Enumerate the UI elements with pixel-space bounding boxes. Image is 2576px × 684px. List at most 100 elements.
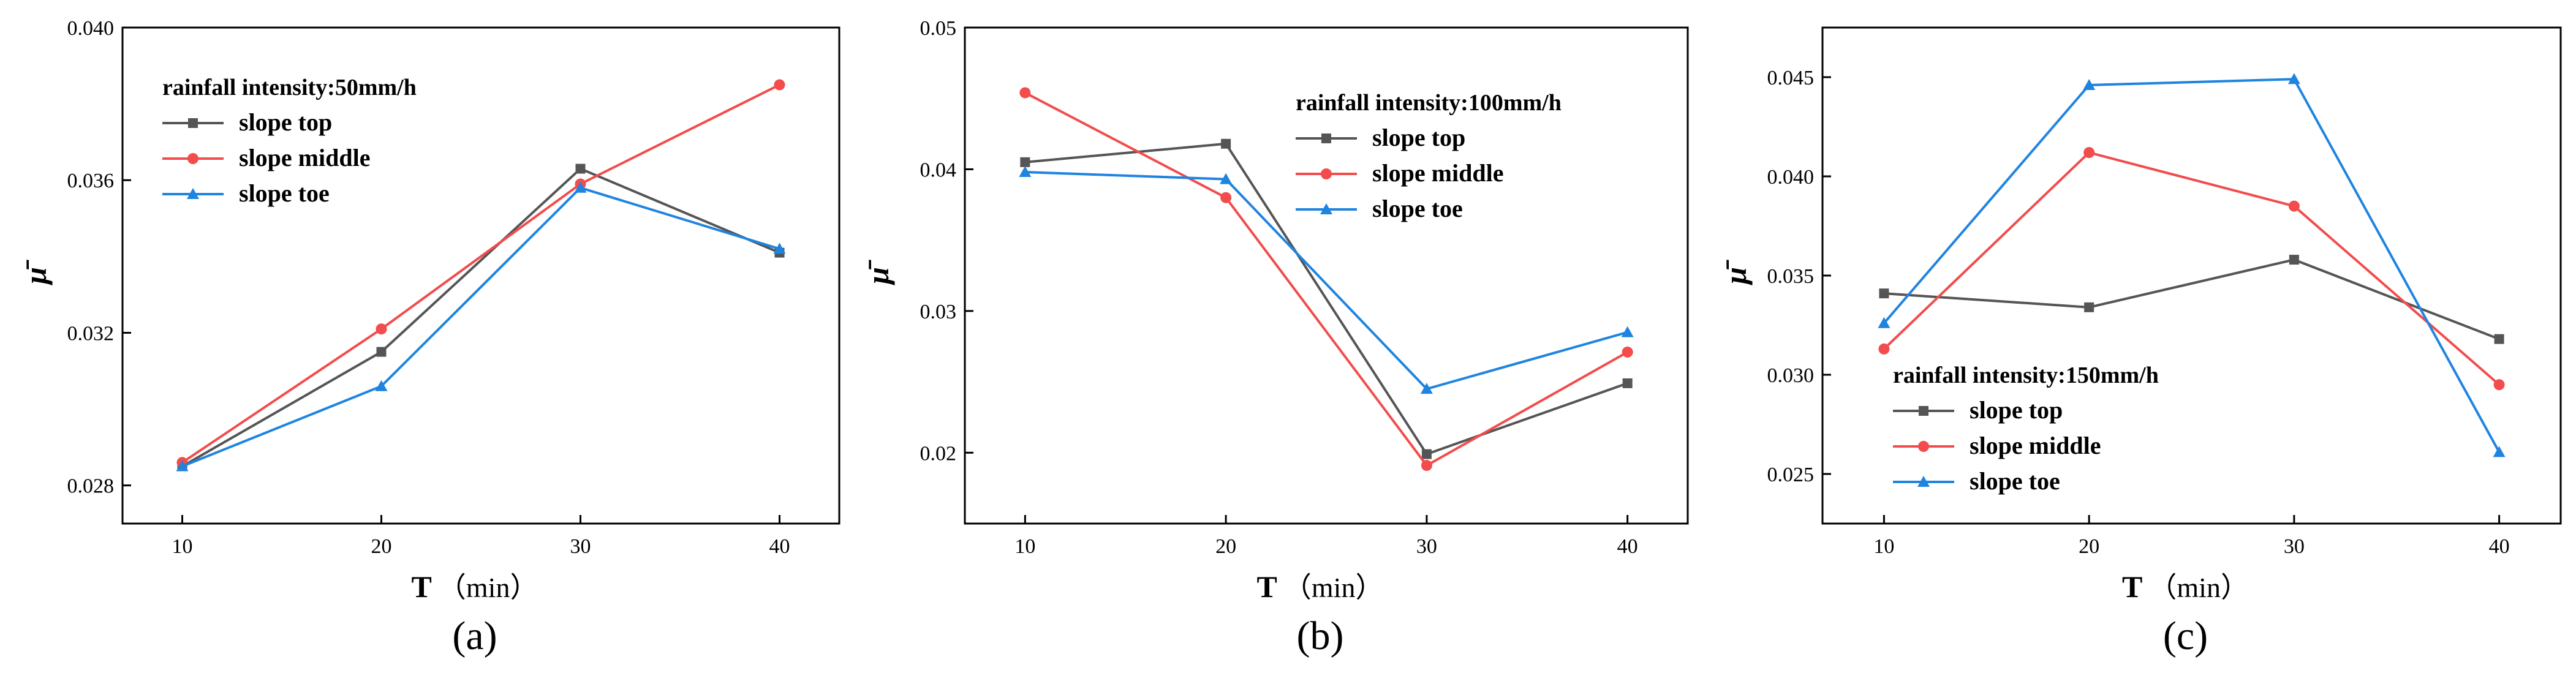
data-point [2493,446,2506,457]
x-tick-label: 30 [1416,535,1437,558]
x-axis-label: T [2122,569,2142,604]
data-point [574,181,587,193]
legend-label: slope toe [1372,195,1463,222]
series-line [1884,258,2500,340]
legend-entry: slope top [1893,396,2063,424]
legend-label: slope middle [239,144,370,171]
series-slope-middle [176,79,785,468]
data-point [2288,200,2300,212]
x-tick-label: 10 [1014,535,1035,558]
y-axis-title: μ̄ [1718,259,1753,286]
legend-label: slope top [1970,396,2063,424]
x-axis-unit: （min） [1283,572,1384,603]
series-slope-middle [1878,147,2505,391]
data-point [1879,288,1889,299]
y-tick-label: 0.035 [1767,265,1815,288]
legend-swatch-marker [1919,406,1928,416]
x-tick-label: 40 [2489,535,2510,558]
legend-entry: slope top [1296,124,1465,151]
legend-entry: slope toe [1893,467,2060,495]
data-point [1878,317,1890,328]
legend-title: rainfall intensity:100mm/h [1296,90,1562,116]
legend-label: slope toe [1970,467,2060,495]
x-axis-label: T [412,569,432,604]
chart-panel-2: 10 20 30 40 0.02 0.03 0.04 0.05 T （min） μ̄ rainfall… [861,17,1689,658]
legend-entry: slope middle [1296,159,1503,187]
series-line [181,167,780,468]
y-tick-label: 0.032 [67,322,115,345]
legend-swatch-marker [188,118,198,128]
x-tick-label: 20 [371,535,392,558]
legend-entry: slope toe [162,179,330,207]
data-point [2083,78,2096,90]
x-axis-title: T （min） [412,569,538,604]
legend-title: rainfall intensity:150mm/h [1893,363,2159,388]
legend-swatch-marker [187,188,199,199]
series-slope-middle [1019,87,1633,472]
panel-label: (c) [2163,614,2208,658]
data-point [376,323,387,335]
series-line [1024,91,1628,467]
y-tick-label: 0.03 [920,301,957,323]
y-tick-label: 0.036 [67,170,115,192]
series-line [1025,142,1628,456]
legend-entry: slope middle [1893,432,2101,459]
legend-label: slope middle [1970,432,2101,459]
data-point [1019,87,1031,99]
legend-swatch-marker [187,153,198,164]
x-tick-label: 10 [172,535,193,558]
legend-entry: slope top [162,108,332,136]
data-point [375,380,388,391]
y-tick-label: 0.04 [920,159,957,181]
legend: rainfall intensity:100mm/h slope top slope… [1296,90,1562,222]
legend-swatch-marker [1321,133,1331,143]
x-tick-label: 30 [2284,535,2305,558]
legend-label: slope middle [1372,159,1503,187]
y-tick-label: 0.028 [67,475,115,498]
y-axis-title: μ̄ [861,259,895,286]
plot-frame [1821,26,2562,525]
y-tick-label: 0.040 [67,17,115,40]
data-point [2289,255,2299,265]
data-point [773,242,786,254]
data-point [1221,138,1231,149]
data-point [1020,157,1030,167]
series-line [1025,171,1628,391]
data-point [176,460,189,472]
x-tick-label: 40 [769,535,790,558]
legend-title: rainfall intensity:50mm/h [162,75,417,100]
legend: rainfall intensity:50mm/h slope top slope … [162,75,417,207]
series-line [181,186,780,468]
data-point [1621,326,1634,337]
data-point [1622,378,1633,388]
series-slope-top [177,163,785,472]
legend-label: slope top [239,108,332,136]
x-tick-label: 40 [1617,535,1638,558]
y-tick-label: 0.05 [920,17,957,40]
series-slope-toe [1019,166,1634,394]
data-point [1019,166,1032,178]
data-point [1220,173,1233,184]
series-slope-top [1020,138,1633,459]
x-tick-label: 20 [2079,535,2099,558]
y-tick-label: 0.025 [1767,464,1815,486]
chart-panel-1: 10 20 30 40 0.028 0.032 0.036 0.040 T （min） μ̄ rain… [18,17,840,658]
data-point [2084,302,2094,312]
data-point [2494,334,2504,344]
series-slope-top [1879,255,2504,344]
legend-entry: slope toe [1296,195,1463,222]
x-axis-unit: （min） [438,572,538,603]
y-tick-label: 0.030 [1767,364,1815,387]
data-point [774,79,785,91]
series-line [181,83,780,464]
data-point [1421,449,1432,459]
chart-panel-3: 10 20 30 40 0.025 0.030 0.035 0.040 0.045 T （min） μ… [1718,26,2562,658]
series-slope-toe [1878,73,2506,457]
x-axis-label: T [1257,569,1277,604]
data-point [376,347,387,357]
panel-label: (a) [452,614,497,658]
legend-label: slope toe [239,179,330,207]
data-point [1220,192,1232,203]
panel-label: (b) [1297,614,1344,658]
